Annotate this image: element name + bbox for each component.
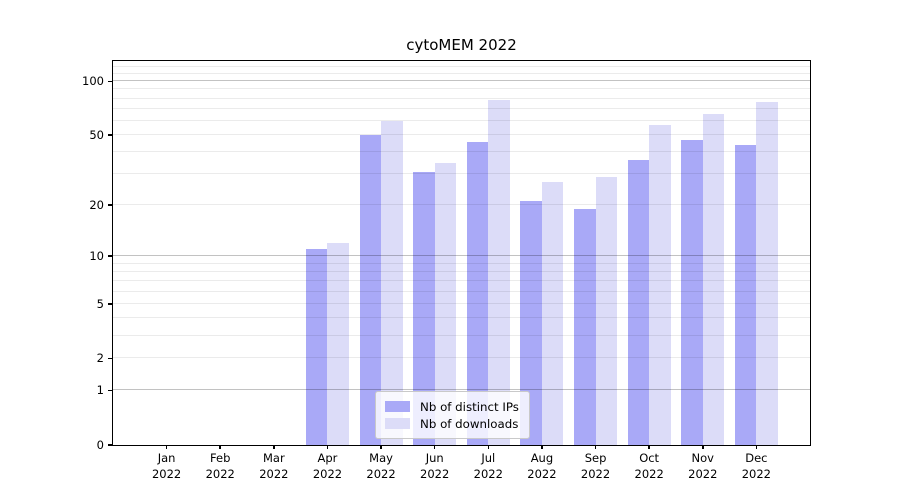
x-tick-label-jan: Jan 2022 — [151, 451, 182, 481]
x-tick-may — [380, 445, 382, 449]
y-tick-label-50: 50 — [89, 128, 104, 143]
plot-area: Nb of distinct IPs Nb of downloads 0 1 2 5 1… — [82, 60, 811, 481]
y-tick-1 — [108, 389, 113, 392]
x-tick-label-mar: Mar 2022 — [259, 451, 289, 481]
x-tick-label-jun: Jun 2022 — [420, 451, 450, 481]
legend-label-downloads: Nb of downloads — [420, 416, 519, 431]
bar-nb-of-downloads-dec — [756, 101, 778, 445]
bar-nb-of-distinct-ips-apr — [306, 249, 328, 445]
x-tick-sep — [594, 445, 597, 449]
legend-entry-distinct-ips: Nb of distinct IPs — [385, 398, 519, 415]
x-tick-label-oct: Oct 2022 — [634, 451, 664, 481]
bar-nb-of-distinct-ips-jul — [466, 141, 489, 445]
bar-nb-of-downloads-may — [381, 121, 403, 445]
x-tick-label-sep: Sep 2022 — [580, 451, 611, 481]
bar-nb-of-downloads-oct — [649, 124, 671, 445]
legend-swatch-distinct-ips — [385, 401, 410, 412]
x-tick-label-nov: Nov 2022 — [688, 451, 718, 481]
x-tick-mar — [273, 445, 275, 449]
x-tick-label-dec: Dec 2022 — [741, 451, 772, 481]
bar-nb-of-downloads-jul — [488, 99, 510, 445]
y-tick-label-20: 20 — [89, 198, 104, 213]
x-tick-label-may: May 2022 — [366, 451, 396, 481]
y-tick-label-0: 0 — [96, 438, 104, 452]
gridline-80 — [113, 97, 810, 99]
gridline-100 — [113, 80, 810, 82]
gridline-110 — [113, 72, 810, 74]
bar-nb-of-downloads-sep — [595, 176, 617, 445]
bar-nb-of-distinct-ips-dec — [734, 144, 757, 445]
x-tick-label-jul: Jul 2022 — [473, 451, 503, 481]
bar-nb-of-distinct-ips-aug — [520, 201, 542, 445]
bar-nb-of-downloads-aug — [541, 182, 564, 445]
y-tick-20 — [108, 204, 113, 206]
y-tick-label-5: 5 — [96, 296, 104, 311]
bar-nb-of-downloads-apr — [327, 242, 349, 445]
y-tick-label-10: 10 — [89, 249, 104, 264]
x-tick-aug — [541, 445, 543, 449]
x-tick-label-feb: Feb 2022 — [205, 451, 235, 481]
bar-nb-of-distinct-ips-sep — [574, 208, 596, 445]
legend-entry-downloads: Nb of downloads — [385, 415, 519, 432]
y-tick-0 — [108, 444, 113, 446]
y-tick-2 — [108, 357, 113, 360]
x-tick-oct — [648, 445, 650, 449]
chart-title: cytoMEM 2022 — [406, 36, 517, 54]
bar-nb-of-distinct-ips-jun — [413, 171, 435, 445]
legend-label-distinct-ips: Nb of distinct IPs — [420, 399, 519, 414]
x-tick-feb — [219, 445, 221, 449]
x-tick-apr — [326, 445, 329, 449]
x-tick-jul — [487, 445, 490, 449]
gridline-120 — [113, 66, 810, 68]
gridline-70 — [113, 108, 810, 110]
x-tick-label-aug: Aug 2022 — [527, 451, 557, 481]
x-tick-jan — [165, 445, 168, 449]
y-tick-label-100: 100 — [82, 74, 104, 89]
legend: Nb of distinct IPs Nb of downloads — [375, 391, 530, 439]
bar-nb-of-distinct-ips-nov — [681, 139, 703, 445]
x-tick-jun — [433, 445, 436, 449]
y-tick-label-1: 1 — [96, 383, 104, 398]
y-tick-100 — [108, 80, 113, 83]
y-tick-5 — [108, 303, 113, 305]
bar-nb-of-downloads-jun — [434, 162, 457, 445]
y-tick-label-2: 2 — [96, 351, 104, 366]
bar-nb-of-distinct-ips-may — [359, 135, 382, 445]
bar-nb-of-distinct-ips-oct — [627, 160, 650, 445]
x-tick-dec — [755, 445, 758, 449]
x-tick-nov — [702, 445, 704, 449]
y-tick-10 — [108, 255, 113, 257]
y-tick-50 — [108, 134, 113, 136]
x-tick-label-apr: Apr 2022 — [312, 451, 343, 481]
bar-nb-of-downloads-nov — [702, 113, 725, 445]
gridline-90 — [113, 88, 810, 90]
legend-swatch-downloads — [385, 418, 410, 429]
